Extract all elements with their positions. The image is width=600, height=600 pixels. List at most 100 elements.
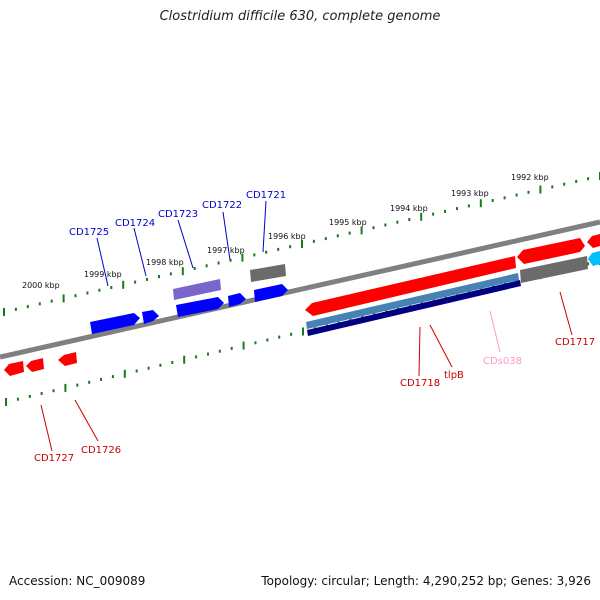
feature-pseudo-right[interactable]	[520, 256, 588, 283]
label-cd1723: CD1723	[158, 209, 198, 220]
inner-tick	[230, 346, 233, 350]
inner-tick	[242, 341, 245, 350]
feature-right-red[interactable]	[587, 234, 600, 248]
feature-cd1721[interactable]	[254, 284, 288, 302]
feature-cd1721-pseudo[interactable]	[250, 264, 286, 282]
kbp-label-1993: 1993 kbp	[451, 189, 489, 198]
inner-tick	[515, 279, 518, 283]
outer-tick	[146, 277, 148, 281]
outer-tick	[241, 253, 244, 262]
outer-tick	[26, 305, 29, 309]
outer-tick	[122, 280, 125, 289]
inner-tick	[290, 332, 293, 336]
map-title: Clostridium difficile 630, complete geno…	[159, 9, 441, 24]
outer-tick	[432, 212, 435, 216]
outer-tick	[551, 185, 554, 189]
feature-cd1723b[interactable]	[176, 297, 224, 317]
outer-tick	[169, 272, 172, 276]
leader-cd1717	[559, 291, 573, 336]
inner-tick	[159, 363, 162, 367]
outer-tick	[265, 250, 268, 254]
feature-cd1726[interactable]	[58, 352, 77, 366]
inner-tick	[278, 335, 281, 339]
inner-tick	[5, 398, 7, 406]
kbp-label-1996: 1996 kbp	[268, 232, 306, 241]
label-cd1724: CD1724	[115, 218, 155, 229]
inner-tick	[171, 361, 174, 364]
outer-tick	[277, 247, 280, 251]
outer-tick	[527, 190, 530, 194]
outer-tick	[14, 307, 17, 311]
kbp-label-1998: 1998 kbp	[146, 258, 184, 267]
outer-tick	[229, 258, 232, 262]
outer-tick	[181, 267, 184, 276]
inner-tick	[16, 397, 19, 401]
inner-tick	[218, 349, 221, 353]
feature-cd1723[interactable]	[173, 279, 221, 300]
feature-cd1727a[interactable]	[4, 361, 24, 376]
outer-tick	[456, 207, 458, 211]
feature-cd1722[interactable]	[228, 293, 246, 307]
inner-tick	[64, 383, 67, 392]
outer-tick	[98, 288, 101, 292]
outer-tick	[62, 294, 65, 303]
label-cd1718: CD1718	[400, 378, 440, 389]
outer-tick	[384, 223, 387, 227]
inner-tick	[76, 383, 79, 387]
outer-tick	[86, 291, 89, 295]
outer-tick	[587, 177, 590, 181]
inner-tick	[195, 355, 198, 359]
label-cd1725: CD1725	[69, 227, 109, 238]
outer-tick	[360, 226, 363, 235]
kbp-label-2000: 2000 kbp	[22, 281, 60, 290]
outer-tick	[50, 299, 53, 303]
outer-tick	[372, 226, 375, 230]
inner-tick	[587, 262, 590, 266]
feature-cd1727b[interactable]	[26, 358, 44, 372]
outer-tick	[217, 261, 220, 265]
outer-tick	[253, 253, 256, 257]
inner-tick	[52, 389, 55, 393]
feature-cd1718[interactable]	[305, 256, 516, 316]
outer-tick	[491, 199, 494, 202]
outer-tick	[38, 302, 41, 306]
feature-cd1724[interactable]	[142, 310, 159, 324]
label-cds038: CDs038	[483, 356, 522, 367]
outer-tick	[515, 193, 518, 197]
outer-tick	[312, 239, 315, 243]
genome-backbone	[0, 219, 600, 360]
accession-text: Accession: NC_009089	[9, 574, 146, 588]
inner-tick	[40, 392, 43, 395]
outer-tick	[289, 245, 292, 249]
label-cd1726: CD1726	[81, 445, 121, 456]
label-tlpb: tlpB	[444, 370, 464, 381]
outer-tick	[396, 220, 399, 224]
feature-misc-light[interactable]	[588, 251, 600, 266]
inner-tick	[111, 375, 114, 379]
leader-cds038	[489, 310, 501, 353]
outer-tick	[158, 275, 160, 279]
leader-tlpb	[429, 324, 453, 368]
feature-cd1717[interactable]	[517, 238, 585, 264]
inner-tick	[28, 394, 31, 398]
outer-tick	[539, 185, 542, 194]
outer-tick	[336, 234, 339, 238]
kbp-label-1997: 1997 kbp	[207, 246, 245, 255]
inner-tick	[302, 327, 304, 336]
outer-tick	[408, 218, 411, 221]
leader-cd1718	[418, 326, 421, 377]
inner-tick	[183, 355, 186, 364]
outer-tick	[420, 212, 423, 221]
feature-cds-track[interactable]	[306, 273, 519, 329]
outer-tick	[205, 264, 208, 268]
genome-summary-text: Topology: circular; Length: 4,290,252 bp…	[261, 574, 591, 588]
feature-cd1725[interactable]	[90, 313, 140, 334]
leader-cd1727	[40, 404, 53, 452]
feature-cds-track-dark[interactable]	[307, 280, 521, 336]
label-cd1717: CD1717	[555, 337, 595, 348]
kbp-label-1992: 1992 kbp	[511, 173, 549, 182]
leader-cd1724	[133, 227, 147, 277]
inner-tick	[147, 366, 150, 370]
outer-tick	[193, 267, 196, 270]
kbp-label-1994: 1994 kbp	[390, 204, 428, 213]
